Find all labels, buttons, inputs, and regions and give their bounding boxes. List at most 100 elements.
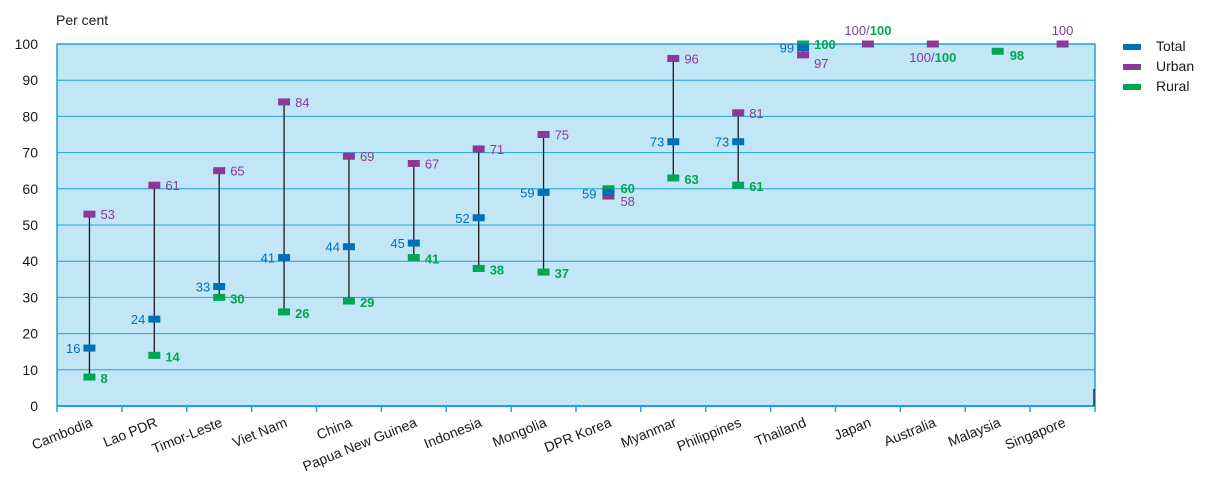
rural-marker	[602, 185, 615, 193]
rural-data-label: 100	[814, 37, 836, 52]
total-legend-swatch	[1123, 44, 1141, 50]
urban-data-label: 97	[814, 56, 828, 71]
urban-marker	[667, 54, 680, 62]
urban-data-label: 81	[749, 106, 763, 121]
total-data-label: 73	[715, 135, 729, 150]
label-separator: /	[866, 23, 870, 38]
total-marker	[537, 188, 550, 196]
y-tick-label: 90	[22, 72, 38, 88]
urban-marker	[537, 131, 550, 138]
category-label: DPR Korea	[542, 414, 614, 455]
category-label: Cambodia	[29, 414, 94, 453]
y-tick-label: 40	[22, 253, 38, 269]
total-data-label: 59	[582, 186, 596, 201]
category-label: Singapore	[1003, 414, 1068, 453]
urban-marker	[472, 145, 485, 153]
urban-marker	[278, 98, 291, 106]
total-data-label: 24	[131, 312, 145, 327]
rural-data-label: 63	[684, 172, 698, 187]
urban-marker	[732, 109, 745, 117]
urban-marker	[213, 167, 226, 175]
total-legend-label: Total	[1156, 38, 1186, 54]
urban-legend-label: Urban	[1156, 58, 1194, 74]
urban-data-label: 53	[100, 207, 114, 222]
y-tick-label: 30	[22, 289, 38, 305]
plot-area	[56, 43, 1096, 407]
y-tick-label: 100	[15, 36, 39, 52]
category-label: Myanmar	[618, 414, 678, 451]
rural-marker	[472, 264, 485, 272]
category-label: Thailand	[752, 414, 808, 449]
urban-marker	[83, 210, 96, 218]
category-label: Philippines	[675, 414, 744, 454]
label-separator: /	[931, 50, 935, 65]
total-data-label: 41	[261, 251, 275, 266]
category-label: Australia	[881, 414, 938, 449]
rural-data-label: 26	[295, 306, 309, 321]
rural-marker	[407, 254, 420, 262]
rural-data-label: 30	[230, 291, 244, 306]
rural-data-label: 61	[749, 179, 763, 194]
rural-marker	[148, 351, 161, 359]
total-marker	[602, 188, 615, 196]
urban-marker	[407, 159, 420, 167]
total-marker	[213, 283, 226, 291]
urban-data-label: 67	[425, 156, 439, 171]
rural-data-label: 8	[100, 371, 107, 386]
y-tick-label: 80	[22, 108, 38, 124]
rural-data-label: 29	[360, 295, 374, 310]
rural-marker	[213, 293, 226, 301]
total-marker	[278, 254, 291, 262]
rural-data-label: 41	[425, 252, 439, 267]
urban-data-label: 61	[165, 178, 179, 193]
total-data-label: 45	[390, 236, 404, 251]
rural-data-label: 37	[555, 266, 569, 281]
rural-marker	[732, 181, 745, 189]
urban-data-label: 100	[1052, 23, 1074, 38]
y-tick-label: 0	[30, 398, 38, 414]
total-data-label: 16	[66, 341, 80, 356]
category-label: Mongolia	[490, 414, 549, 450]
total-marker	[342, 243, 355, 251]
rural-marker	[83, 373, 96, 381]
total-data-label: 33	[196, 280, 210, 295]
unit-label: Per cent	[56, 12, 108, 28]
urban-data-label: 58	[620, 194, 634, 209]
rural-data-label: 100	[935, 50, 957, 65]
total-marker	[148, 315, 161, 323]
urban-data-label: 84	[295, 95, 309, 110]
chart-marks: 53 16 8 61 24 14 65 33 30 84 41 26 69 44 29 67 45 41 71 52 3…	[66, 23, 1073, 386]
rural-marker	[667, 174, 680, 182]
total-data-label: 99	[780, 41, 794, 56]
urban-legend-swatch	[1123, 64, 1141, 70]
rural-data-label: 14	[165, 349, 180, 364]
urban-data-label: 96	[684, 51, 698, 66]
y-tick-label: 20	[22, 326, 38, 342]
total-data-label: 59	[520, 185, 534, 200]
urban-marker	[861, 40, 874, 48]
category-label: Malaysia	[946, 414, 1003, 450]
urban-rural-combined-label: 100/100	[909, 50, 956, 65]
urban-marker	[148, 181, 161, 189]
rural-marker	[278, 308, 291, 316]
total-data-label: 73	[650, 135, 664, 150]
urban-marker	[602, 192, 615, 200]
urban-marker	[797, 51, 810, 59]
y-tick-label: 70	[22, 145, 38, 161]
rural-marker	[537, 268, 550, 276]
urban-marker	[926, 40, 939, 48]
category-label: Papua New Guinea	[300, 414, 419, 474]
rural-data-label: 38	[490, 262, 504, 277]
total-marker	[667, 138, 680, 146]
rural-legend-swatch	[1123, 84, 1141, 90]
category-label: Viet Nam	[230, 414, 289, 450]
legend: Total Urban Rural	[1123, 38, 1194, 94]
category-label: Japan	[832, 414, 873, 443]
total-data-label: 52	[455, 211, 469, 226]
rural-marker	[991, 47, 1004, 55]
urban-data-label: 65	[230, 164, 244, 179]
total-marker	[83, 344, 96, 352]
total-data-label: 44	[325, 240, 339, 255]
urban-data-label: 71	[490, 142, 504, 157]
